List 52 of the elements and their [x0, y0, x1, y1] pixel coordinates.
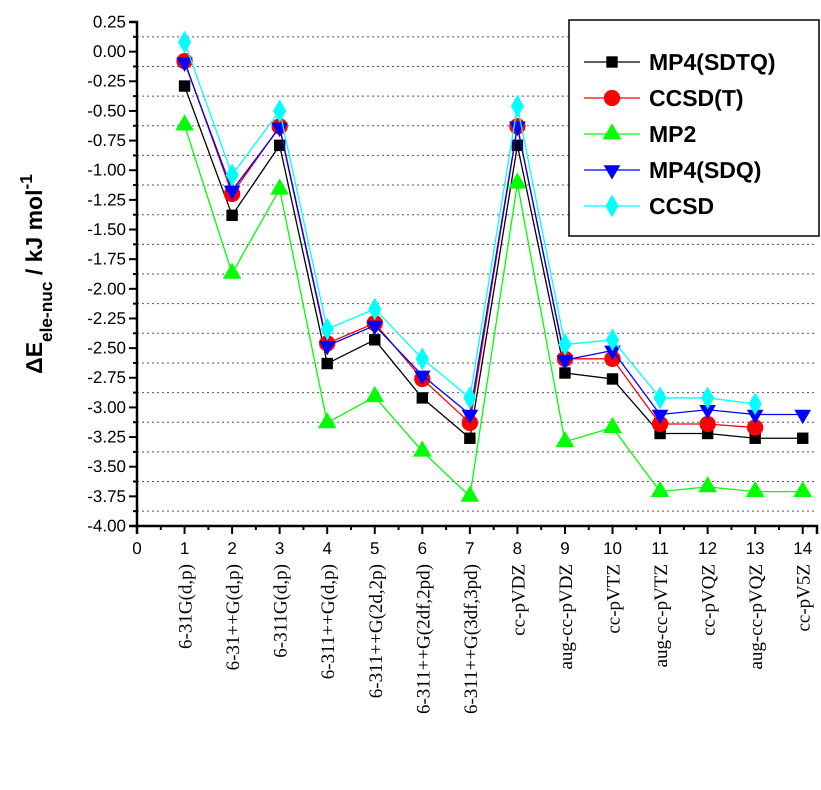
y-tick-label: -3.50	[87, 457, 126, 476]
y-tick-label: -3.00	[87, 398, 126, 417]
y-tick-label: -1.50	[87, 220, 126, 239]
y-tick-label: -0.75	[87, 131, 126, 150]
legend-label: MP4(SDQ)	[649, 157, 762, 183]
x-tick-label: 5	[370, 539, 380, 558]
x-tick-label: 0	[132, 539, 142, 558]
x-tick-label: 3	[274, 539, 284, 558]
x-tick-label: 1	[180, 539, 190, 558]
text: 6-31G(d,p)	[176, 564, 197, 649]
text: cc-pV5Z	[794, 564, 815, 632]
text: cc-pVQZ	[698, 564, 720, 636]
text: 6-311G(d,p)	[270, 564, 292, 658]
text: 6-311++G(2d,2p)	[366, 564, 387, 698]
x-tick-label: 8	[512, 539, 522, 558]
x-tick-label: 10	[603, 539, 622, 558]
x-tick-label: 12	[698, 539, 718, 558]
text: aug-cc-pVQZ	[746, 564, 768, 670]
x-tick-label: 4	[322, 539, 332, 558]
legend-label: CCSD(T)	[649, 85, 744, 111]
legend-label: MP2	[649, 121, 696, 147]
x-tick-label: 6	[418, 539, 428, 558]
text: aug-cc-pVDZ	[556, 564, 577, 670]
text: 6-311++G(2df,2pd)	[413, 564, 434, 714]
y-tick-label: -2.00	[87, 279, 126, 298]
y-tick-label: -1.00	[87, 160, 126, 180]
text: cc-pVDZ	[508, 564, 530, 636]
y-tick-label: -2.25	[87, 308, 126, 328]
x-tick-label: 2	[227, 539, 237, 558]
text: 6-311++G(3df,3pd)	[460, 564, 482, 714]
x-tick-label: 11	[651, 539, 669, 558]
y-tick-label: 0.25	[92, 12, 126, 32]
y-tick-label: -1.25	[87, 190, 126, 210]
y-tick-label: -4.00	[87, 516, 126, 536]
text: 6-31++G(d,p)	[223, 564, 244, 670]
x-tick-label: 9	[560, 539, 570, 558]
x-tick-label: 13	[746, 539, 765, 558]
text: cc-pVTZ	[604, 564, 625, 634]
y-tick-label: -3.25	[87, 428, 126, 446]
y-tick-label: 0.00	[92, 42, 126, 62]
y-tick-label: -0.25	[87, 72, 126, 91]
legend-label: CCSD	[649, 193, 714, 219]
y-tick-label: -0.50	[87, 101, 126, 120]
text: aug-cc-pVTZ	[651, 564, 672, 668]
x-tick-label: 7	[465, 539, 475, 558]
text: 6-311++G(d,p)	[318, 564, 340, 680]
y-tick-label: -2.50	[87, 338, 126, 358]
legend-label: MP4(SDTQ)	[649, 49, 776, 75]
y-tick-label: -2.75	[87, 368, 126, 388]
x-tick-label: 14	[793, 539, 812, 558]
y-tick-label: -1.75	[87, 250, 126, 269]
y-tick-label: -3.75	[87, 486, 126, 506]
